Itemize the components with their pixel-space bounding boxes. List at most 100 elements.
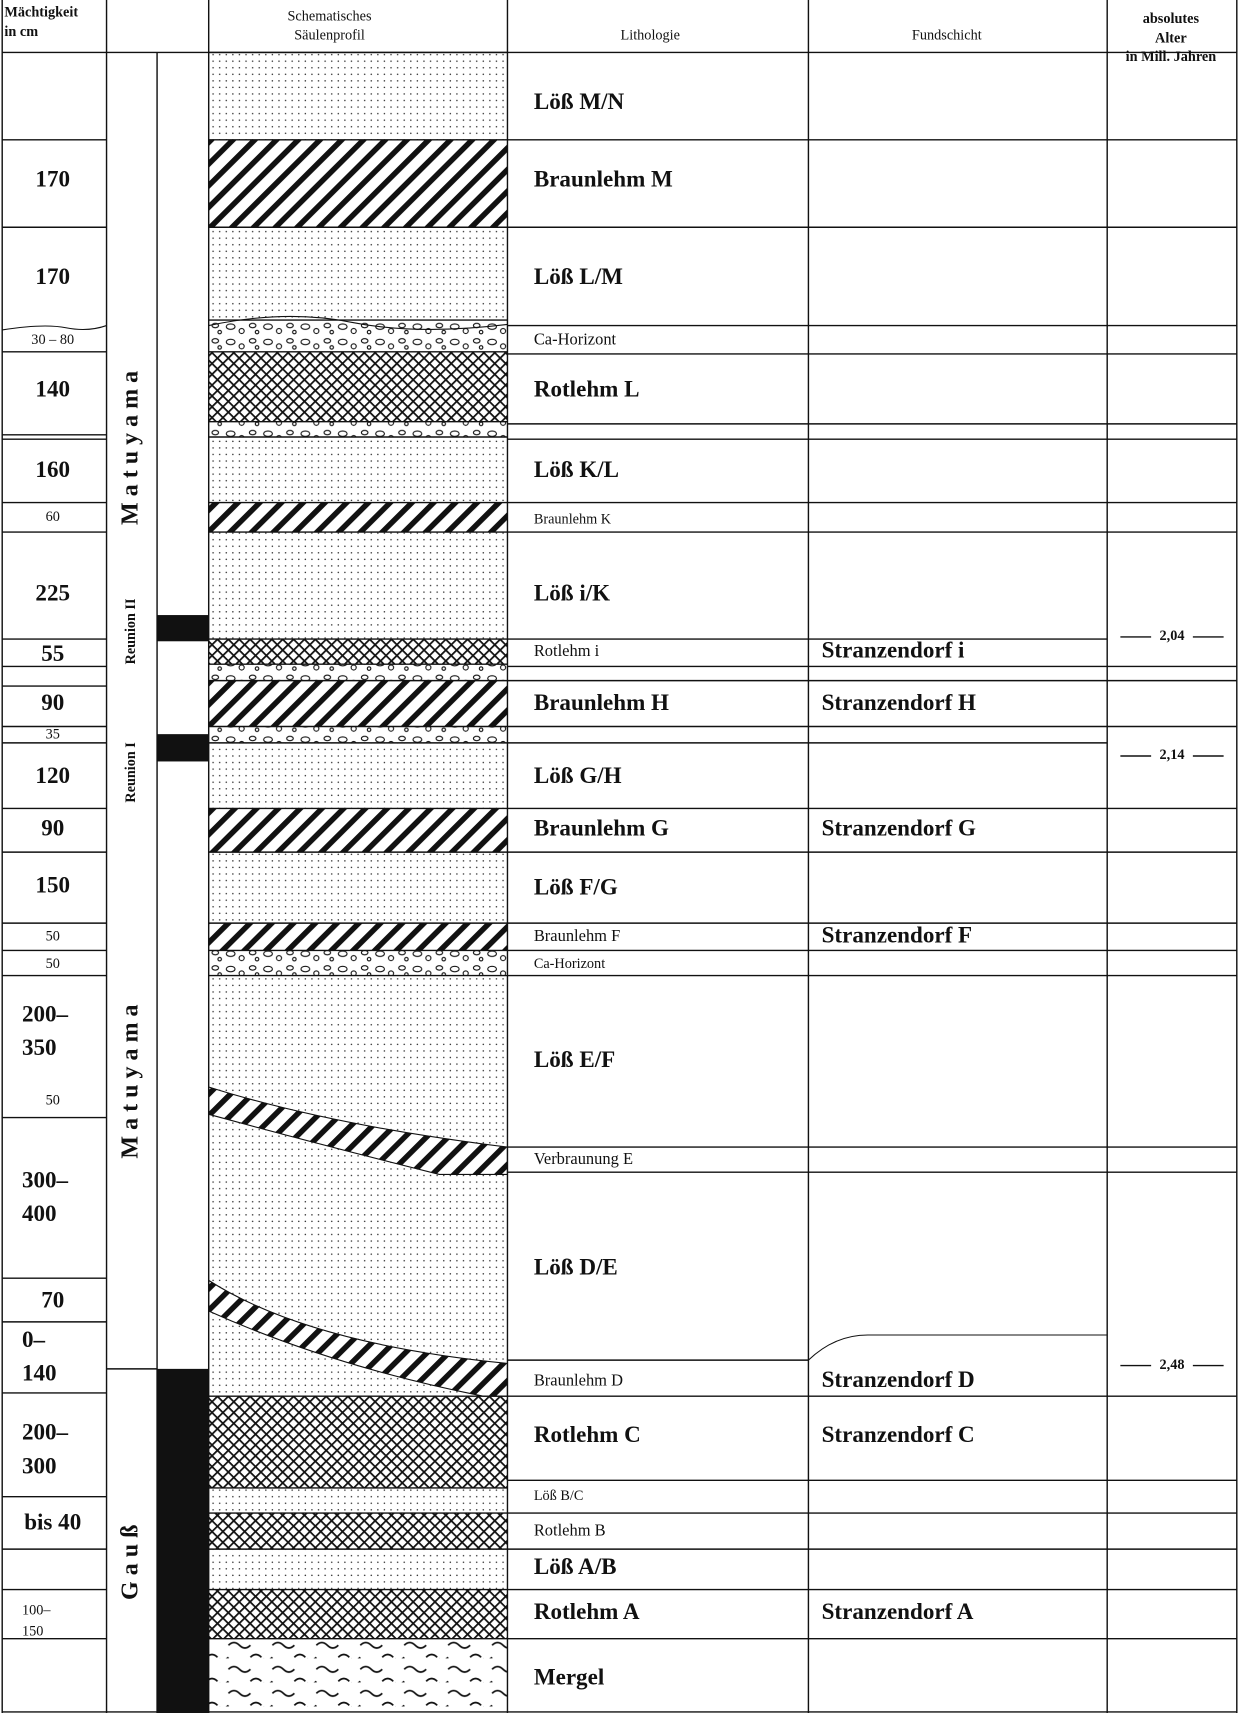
thickness: 400	[22, 1201, 57, 1226]
lithology: Verbraunung E	[534, 1149, 633, 1168]
header-age: in Mill. Jahren	[1126, 49, 1217, 65]
profile-band	[209, 726, 508, 742]
header-thickness: in cm	[4, 24, 38, 40]
lithology: Löß A/B	[534, 1554, 617, 1579]
thickness: 140	[35, 376, 70, 401]
lithology: Löß L/M	[534, 264, 623, 289]
thickness: 225	[35, 581, 70, 606]
header-find-layer: Fundschicht	[912, 27, 982, 43]
page: {"header":{"thickness":["Mächtigkeit","i…	[0, 0, 1239, 1713]
thickness: 150	[22, 1623, 43, 1639]
header-age: absolutes	[1143, 11, 1200, 27]
lithology: Braunlehm H	[534, 690, 669, 715]
profile-table: Mächtigkeit in cm Schematisches Säulenpr…	[0, 0, 1239, 1713]
header-lithology: Lithologie	[621, 27, 680, 43]
lithology: Braunlehm G	[534, 816, 669, 841]
thickness: 170	[35, 264, 70, 289]
profile-band	[209, 227, 508, 320]
thickness: bis 40	[24, 1509, 81, 1534]
profile-band	[209, 808, 508, 852]
profile-band	[209, 664, 508, 680]
profile-band	[209, 1590, 508, 1639]
lithology: Rotlehm C	[534, 1422, 641, 1447]
thickness: 0–	[22, 1327, 46, 1352]
polarity-bar	[157, 1369, 209, 1713]
profile-band	[209, 532, 508, 639]
find-layer: Stranzendorf H	[822, 690, 976, 715]
profile-band	[209, 1396, 508, 1488]
profile-band	[209, 352, 508, 422]
thickness: 170	[35, 167, 70, 192]
lithology: Löß E/F	[534, 1047, 615, 1072]
thickness: 160	[35, 457, 70, 482]
thickness: 30 – 80	[31, 332, 74, 348]
profile-band	[209, 639, 508, 664]
profile-band	[209, 1549, 508, 1589]
rule	[808, 1335, 1107, 1360]
polarity-label: M a t u y a m a	[117, 1005, 143, 1159]
polarity-bar	[157, 734, 209, 761]
age-label: 2,14	[1160, 747, 1185, 763]
lithology: Rotlehm i	[534, 641, 600, 660]
header-thickness: Mächtigkeit	[4, 4, 78, 20]
profile-band	[209, 140, 508, 227]
profile-band	[209, 320, 508, 352]
profile-band	[209, 852, 508, 923]
find-layer: Stranzendorf F	[822, 923, 973, 948]
thickness: 70	[41, 1288, 64, 1313]
lithology: Ca-Horizont	[534, 956, 605, 972]
thickness: 50	[46, 929, 60, 945]
thickness: 50	[46, 1093, 60, 1109]
lithology: Löß B/C	[534, 1488, 584, 1504]
thickness: 90	[41, 690, 64, 715]
header-profile: Säulenprofil	[294, 27, 365, 43]
lithology: Braunlehm M	[534, 167, 673, 192]
lithology: Löß i/K	[534, 581, 610, 606]
find-layer: Stranzendorf D	[822, 1367, 975, 1392]
thickness: 90	[41, 816, 64, 841]
header-age: Alter	[1155, 31, 1187, 47]
lithology: Löß F/G	[534, 875, 618, 900]
polarity-label: Reunion II	[123, 598, 139, 664]
thickness: 35	[46, 727, 60, 743]
polarity-label: Reunion I	[123, 742, 139, 803]
lithology: Braunlehm D	[534, 1371, 623, 1390]
thickness: 120	[35, 763, 70, 788]
profile-band	[209, 422, 508, 437]
lithology: Rotlehm A	[534, 1599, 640, 1624]
header-profile: Schematisches	[288, 9, 372, 25]
polarity-label: M a t u y a m a	[117, 371, 143, 525]
lithology: Löß K/L	[534, 457, 619, 482]
thickness: 350	[22, 1035, 57, 1060]
lithology: Mergel	[534, 1664, 604, 1689]
profile-band	[209, 1488, 508, 1513]
thickness: 200–	[22, 1420, 69, 1445]
lithology: Löß M/N	[534, 89, 625, 114]
lithology: Rotlehm L	[534, 376, 640, 401]
thickness: 300	[22, 1454, 57, 1479]
table-frame: Mächtigkeit in cm Schematisches Säulenpr…	[4, 4, 1216, 65]
lithology: Braunlehm K	[534, 511, 612, 527]
find-layer: Stranzendorf i	[822, 638, 965, 663]
thickness: 60	[46, 509, 60, 525]
age-label: 2,48	[1160, 1357, 1185, 1373]
profile-band	[209, 976, 508, 1397]
find-layer: Stranzendorf G	[822, 816, 976, 841]
thickness: 300–	[22, 1167, 69, 1192]
polarity-label: G a u ß	[117, 1525, 143, 1600]
profile-band	[209, 681, 508, 727]
thickness: 140	[22, 1361, 57, 1386]
profile-band	[209, 950, 508, 975]
lithology: Löß D/E	[534, 1255, 618, 1280]
lithology: Braunlehm F	[534, 926, 620, 945]
rule	[2, 326, 106, 330]
profile-band	[209, 743, 508, 809]
thickness: 100–	[22, 1603, 51, 1619]
lithology: Rotlehm B	[534, 1520, 606, 1539]
polarity-bar	[157, 615, 209, 641]
thickness: 150	[35, 872, 70, 897]
profile-band	[209, 1639, 508, 1713]
thickness: 55	[41, 641, 64, 666]
profile-band	[209, 52, 508, 139]
thickness: 200–	[22, 1001, 69, 1026]
